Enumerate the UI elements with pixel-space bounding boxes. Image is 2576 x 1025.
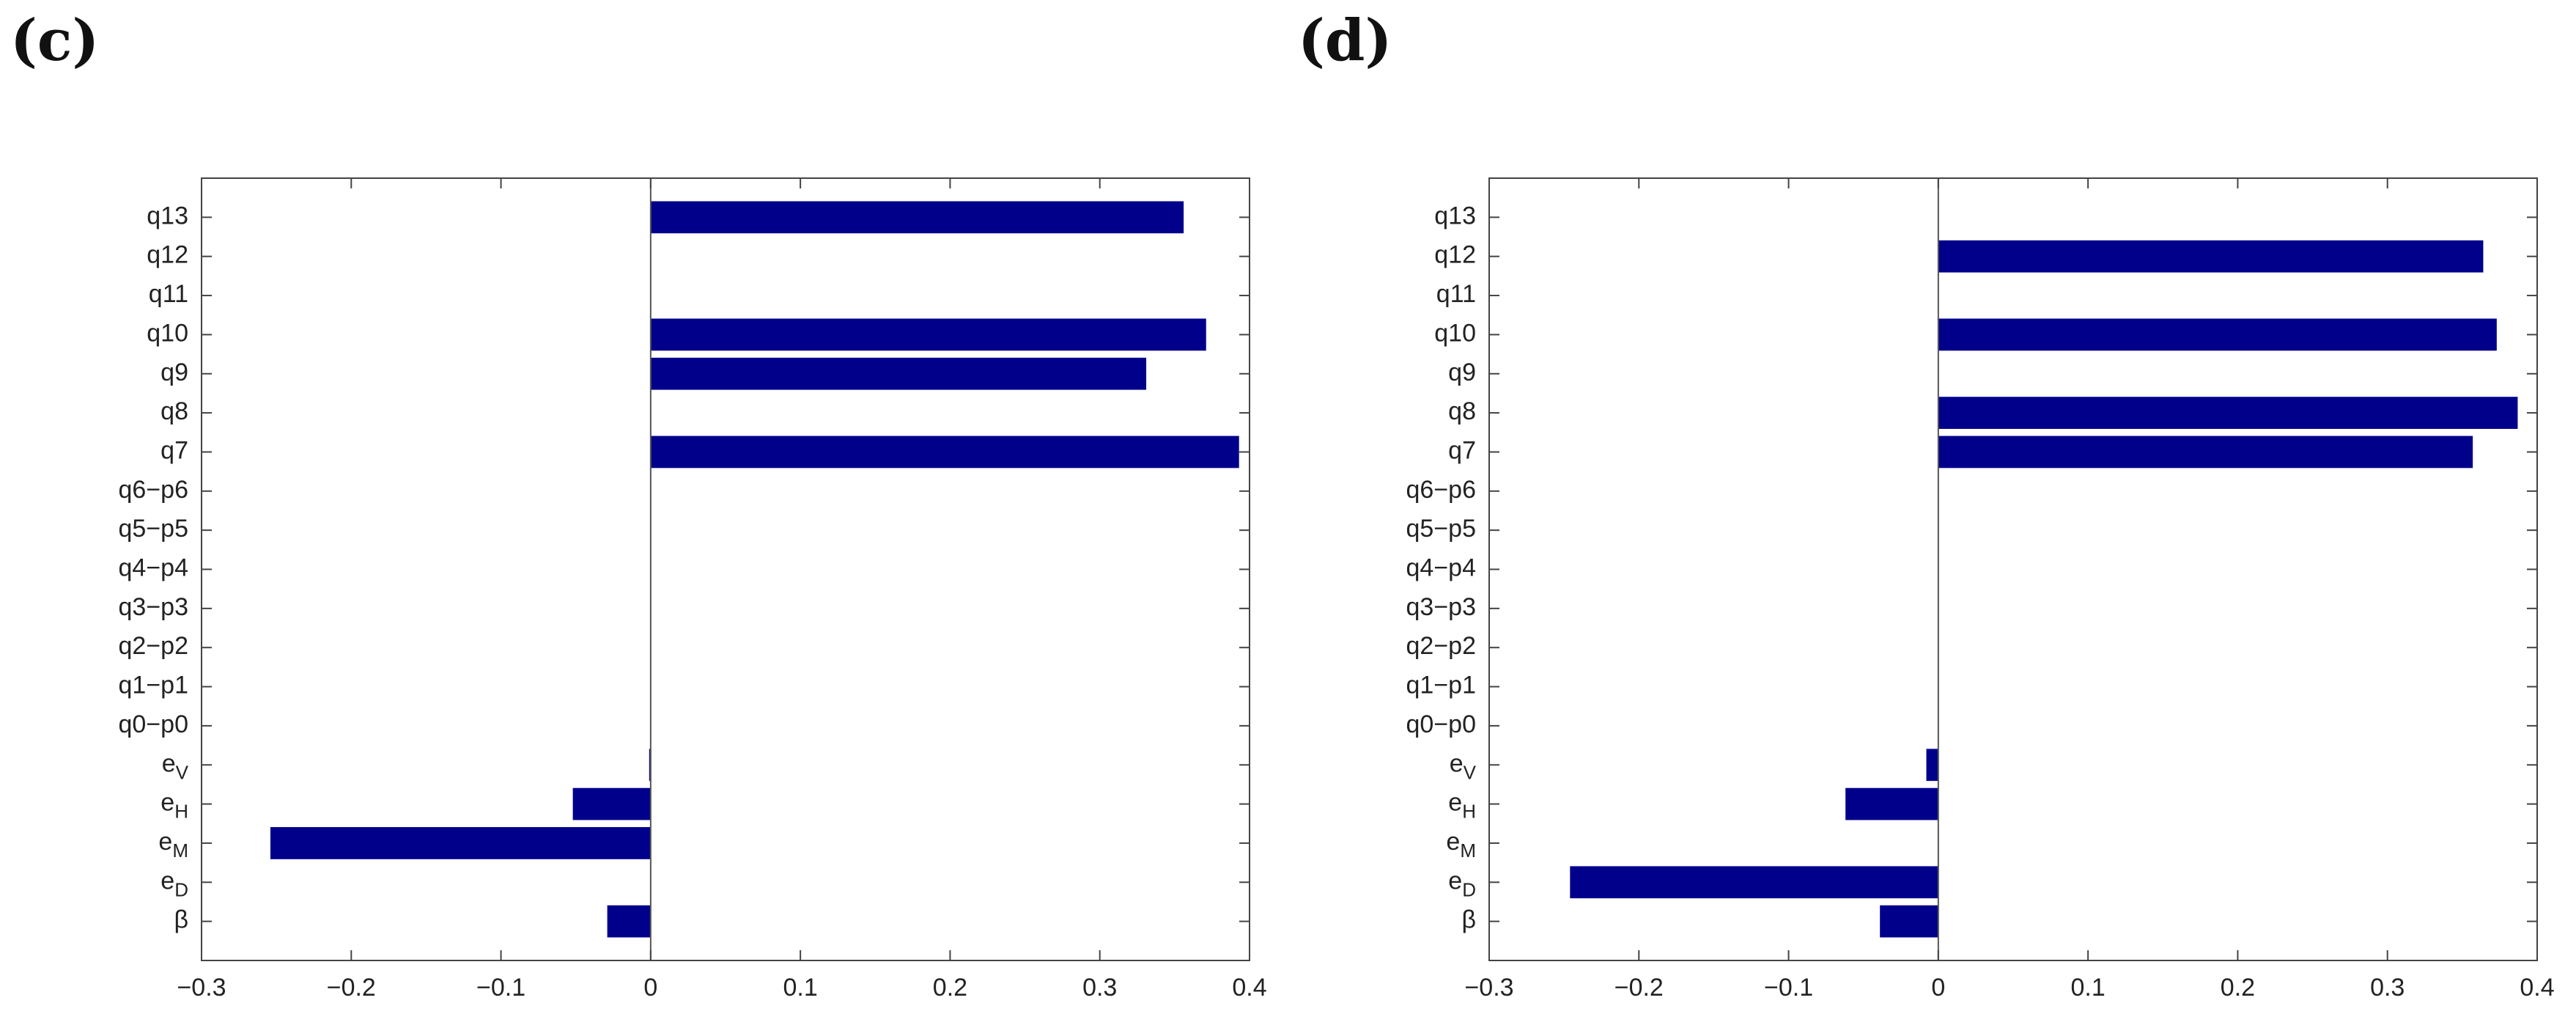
y-tick-label: q4−p4 xyxy=(1406,554,1477,581)
bar xyxy=(650,318,1206,351)
x-tick-label: −0.2 xyxy=(327,974,376,1002)
panel-d: (d) β eD eM eH eV q0−p0 q1−p1 q2−p2 q3−p3 q4−p4 q5… xyxy=(1288,0,2575,1025)
x-tick-label: 0.4 xyxy=(2520,974,2554,1002)
x-tick-label: 0 xyxy=(1931,974,1945,1002)
bar xyxy=(1938,436,2473,469)
bar xyxy=(270,827,651,859)
bar xyxy=(1938,318,2497,351)
y-tick-label: q6−p6 xyxy=(1406,476,1477,504)
y-tick-label: eH xyxy=(1448,789,1476,823)
y-tick-label: q1−p1 xyxy=(119,672,189,699)
y-tick-label: q9 xyxy=(1448,359,1476,386)
y-tick-label: eM xyxy=(1446,828,1476,861)
y-tick-label: q3−p3 xyxy=(1406,593,1477,621)
bar xyxy=(650,357,1147,390)
y-tick-label: q10 xyxy=(1434,319,1476,347)
y-tick-label: q8 xyxy=(1448,397,1476,425)
x-tick-label: −0.3 xyxy=(177,974,226,1002)
y-tick-label: q7 xyxy=(160,436,188,464)
y-tick-label: q13 xyxy=(147,202,188,229)
y-tick-label: eD xyxy=(160,867,188,900)
bar xyxy=(1926,749,1938,782)
y-tick-label: q0−p0 xyxy=(1406,710,1477,738)
y-tick-label: q3−p3 xyxy=(119,593,189,621)
x-tick-label: 0.3 xyxy=(1082,974,1117,1002)
x-tick-label: 0 xyxy=(643,974,657,1002)
y-tick-label: β xyxy=(174,906,188,934)
y-tick-label: q7 xyxy=(1448,436,1476,464)
bar xyxy=(1880,905,1938,938)
y-tick-label: q13 xyxy=(1434,202,1476,229)
plot-frame xyxy=(1488,177,2538,961)
y-tick-label: q1−p1 xyxy=(1406,672,1477,699)
y-tick-label: q12 xyxy=(147,241,188,269)
bar xyxy=(1570,866,1938,899)
bar xyxy=(1938,240,2484,273)
bar-chart-c: β eD eM eH eV q0−p0 q1−p1 q2−p2 q3−p3 q4−p4 q5−p5 q… xyxy=(119,177,1267,1002)
bar xyxy=(649,749,651,782)
bar xyxy=(650,201,1184,234)
y-tick-label: eM xyxy=(158,828,188,861)
x-tick-label: −0.3 xyxy=(1464,974,1513,1002)
x-tick-label: −0.2 xyxy=(1614,974,1664,1002)
y-tick-label: q2−p2 xyxy=(1406,632,1477,660)
y-tick-label: q5−p5 xyxy=(119,515,189,543)
y-tick-label: q9 xyxy=(160,359,188,386)
y-tick-label: q0−p0 xyxy=(119,710,189,738)
x-tick-label: −0.1 xyxy=(1764,974,1813,1002)
y-tick-label: q8 xyxy=(160,397,188,425)
y-tick-label: q12 xyxy=(1434,241,1476,269)
x-tick-label: 0.2 xyxy=(2221,974,2255,1002)
y-tick-label: q11 xyxy=(149,280,188,308)
y-tick-label: q4−p4 xyxy=(119,554,189,581)
x-tick-label: 0.1 xyxy=(2071,974,2106,1002)
bar xyxy=(572,787,651,820)
y-tick-label: q5−p5 xyxy=(1406,515,1477,543)
y-tick-label: q10 xyxy=(147,319,188,347)
bar xyxy=(1845,787,1938,820)
y-tick-label: eV xyxy=(162,749,189,783)
x-tick-label: 0.1 xyxy=(783,974,818,1002)
y-tick-label: q2−p2 xyxy=(119,632,189,660)
y-tick-label: β xyxy=(1461,906,1476,934)
y-tick-label: eD xyxy=(1448,867,1476,900)
panel-c: (c) β eD eM eH eV q0−p0 q1−p1 q2−p2 q3−p3 q4−p4 q5… xyxy=(10,7,1267,1002)
y-tick-label: q11 xyxy=(1436,280,1476,308)
x-tick-label: 0.2 xyxy=(933,974,967,1002)
bar xyxy=(650,436,1239,469)
y-tick-label: eH xyxy=(160,789,188,823)
bar-chart-d: β eD eM eH eV q0−p0 q1−p1 q2−p2 q3−p3 q4−p4 q5−p5 q… xyxy=(1406,177,2555,1002)
panel-label-d: (d) xyxy=(1298,7,1392,74)
x-tick-label: 0.3 xyxy=(2370,974,2405,1002)
panel-label-c: (c) xyxy=(10,7,100,74)
x-tick-label: 0.4 xyxy=(1232,974,1266,1002)
y-tick-label: eV xyxy=(1450,749,1477,783)
bar xyxy=(1938,397,2518,429)
bar xyxy=(607,905,651,938)
y-tick-label: q6−p6 xyxy=(119,476,189,504)
x-tick-label: −0.1 xyxy=(476,974,525,1002)
